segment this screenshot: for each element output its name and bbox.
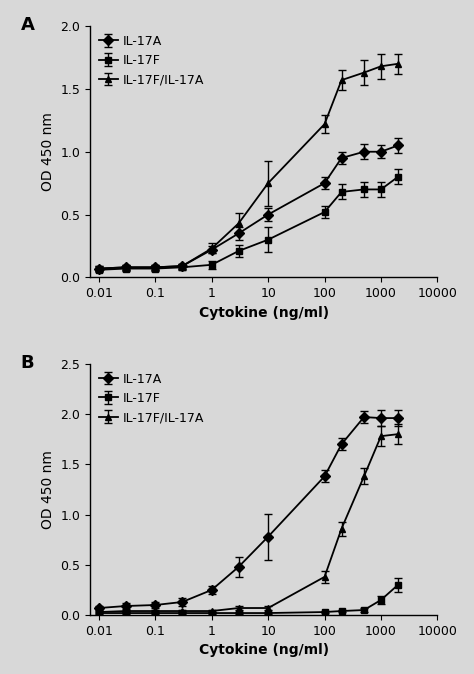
Legend: IL-17A, IL-17F, IL-17F/IL-17A: IL-17A, IL-17F, IL-17F/IL-17A xyxy=(96,370,207,427)
Text: B: B xyxy=(21,354,34,372)
X-axis label: Cytokine (ng/ml): Cytokine (ng/ml) xyxy=(199,644,329,657)
Text: A: A xyxy=(21,16,35,34)
Y-axis label: OD 450 nm: OD 450 nm xyxy=(41,450,55,529)
Legend: IL-17A, IL-17F, IL-17F/IL-17A: IL-17A, IL-17F, IL-17F/IL-17A xyxy=(96,32,207,89)
Y-axis label: OD 450 nm: OD 450 nm xyxy=(41,113,55,191)
X-axis label: Cytokine (ng/ml): Cytokine (ng/ml) xyxy=(199,305,329,319)
